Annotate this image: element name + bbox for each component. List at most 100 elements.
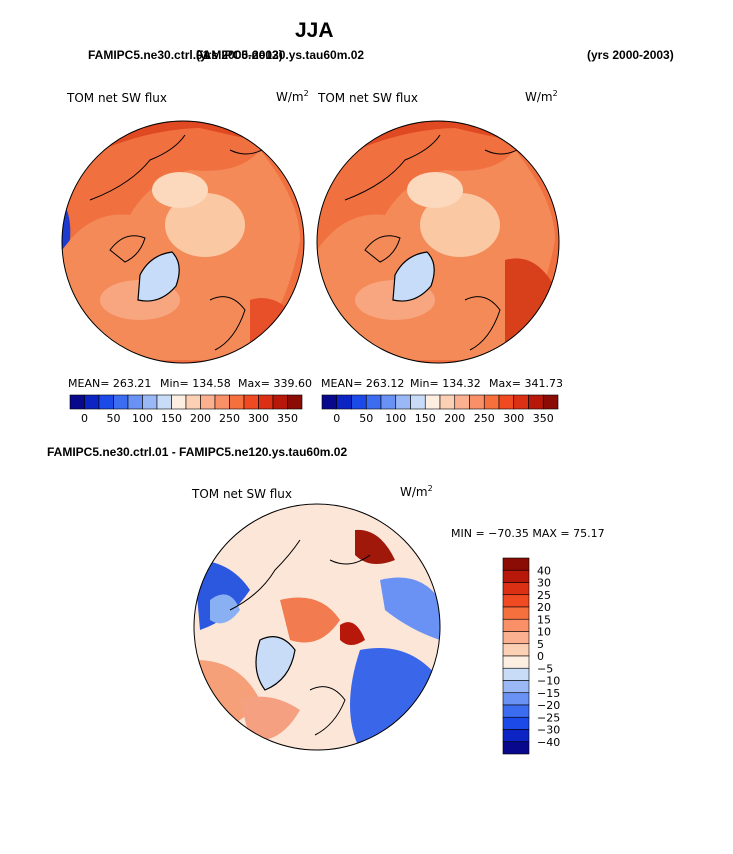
colorbar-tick-label: 350 (277, 412, 298, 425)
colorbar-swatch (469, 394, 485, 410)
top-left-run-label: FAMIPC5.ne30.ctrl.01 (88, 48, 210, 62)
diff-colorbar-swatch (502, 618, 530, 632)
colorbar-swatch (336, 394, 352, 410)
diff-colorbar-swatch (502, 557, 530, 571)
colorbar-tick-label: 0 (333, 412, 340, 425)
colorbar-swatch (171, 394, 187, 410)
diff-title-label: FAMIPC5.ne30.ctrl.01 - FAMIPC5.ne120.ys.… (47, 445, 348, 459)
diff-colorbar-tick-label: 5 (537, 638, 544, 651)
diff-colorbar-swatch (502, 729, 530, 743)
diff-colorbar-swatch (502, 716, 530, 730)
diff-colorbar-swatch (502, 631, 530, 645)
diff-colorbar-swatch (502, 582, 530, 596)
diff-colorbar-tick-label: 40 (537, 564, 551, 577)
colorbar-tick-label: 50 (359, 412, 373, 425)
right-units-label: W/m2 (525, 89, 558, 104)
right-variable-label: TOM net SW flux (318, 91, 419, 105)
colorbar-swatch (351, 394, 367, 410)
colorbar-tick-label: 100 (385, 412, 406, 425)
colorbar-swatch (69, 394, 85, 410)
top-right-run-label: FAMIPC5.ne120.ys.tau60m.02 (196, 48, 365, 62)
diff-units-label: W/m2 (400, 484, 433, 499)
top-left-years-label: (yrs 2000-2003) (196, 48, 283, 62)
colorbar-swatch (98, 394, 114, 410)
colorbar-tick-label: 300 (503, 412, 524, 425)
colorbar-swatch (483, 394, 500, 410)
diff-colorbar-tick-label: −5 (537, 662, 553, 675)
diff-variable-label: TOM net SW flux (192, 487, 293, 501)
colorbar-swatch (287, 394, 303, 410)
diff-colorbar-swatch (502, 704, 530, 718)
colorbar-tick-label: 350 (533, 412, 554, 425)
colorbar-swatch (498, 394, 515, 410)
colorbar-swatch (142, 394, 158, 410)
diff-polar-map (194, 504, 440, 750)
right-mean-stat: MEAN= 263.12 (321, 377, 405, 390)
colorbar-swatch (214, 394, 230, 410)
diff-colorbar-swatch (502, 741, 530, 755)
diff-colorbar-tick-label: −15 (537, 687, 560, 700)
diff-colorbar-tick-label: 10 (537, 626, 551, 639)
colorbar-swatch (156, 394, 172, 410)
season-title: JJA (295, 19, 334, 42)
left-colorbar: 0 50 100 150 200 250 300 350 (69, 394, 303, 425)
diff-colorbar-tick-label: 30 (537, 577, 551, 590)
colorbar-tick-label: 250 (474, 412, 495, 425)
diff-colorbar-tick-label: −25 (537, 711, 560, 724)
colorbar-swatch (365, 394, 382, 410)
diff-colorbar-tick-label: −10 (537, 675, 560, 688)
colorbar-swatch (424, 394, 441, 410)
colorbar-tick-label: 150 (161, 412, 182, 425)
colorbar-swatch (395, 394, 411, 410)
colorbar-swatch (321, 394, 338, 410)
left-polar-map (62, 121, 304, 363)
colorbar-swatch (272, 394, 288, 410)
colorbar-tick-label: 300 (248, 412, 269, 425)
diff-colorbar-tick-label: 15 (537, 613, 551, 626)
diff-stats-label: MIN = −70.35 MAX = 75.17 (451, 527, 605, 540)
colorbar-tick-label: 150 (415, 412, 436, 425)
diff-colorbar-tick-label: 25 (537, 589, 551, 602)
left-mean-stat: MEAN= 263.21 (68, 377, 152, 390)
right-colorbar: 0 50 100 150 200 250 300 350 (321, 394, 559, 425)
diff-colorbar-tick-label: −40 (537, 736, 560, 749)
colorbar-tick-label: 100 (132, 412, 153, 425)
colorbar-swatch (542, 394, 559, 410)
left-units-label: W/m2 (276, 89, 309, 104)
colorbar-swatch (528, 394, 544, 410)
colorbar-tick-label: 0 (81, 412, 88, 425)
colorbar-swatch (200, 394, 216, 410)
right-max-stat: Max= 341.73 (489, 377, 563, 390)
colorbar-swatch (84, 394, 100, 410)
diff-colorbar-swatch (502, 594, 530, 608)
left-max-stat: Max= 339.60 (238, 377, 312, 390)
diff-colorbar-swatch (502, 606, 530, 620)
colorbar-swatch (243, 394, 259, 410)
diff-colorbar-swatch (502, 569, 530, 583)
diff-colorbar-swatch (502, 655, 530, 669)
colorbar-swatch (513, 394, 529, 410)
colorbar-swatch (439, 394, 456, 410)
diff-colorbar-swatch (502, 643, 530, 657)
right-min-stat: Min= 134.32 (410, 377, 481, 390)
colorbar-swatch (127, 394, 143, 410)
colorbar-swatch (258, 394, 274, 410)
colorbar-swatch (113, 394, 129, 410)
colorbar-swatch (410, 394, 426, 410)
diff-colorbar-swatch (502, 680, 530, 694)
diff-colorbar-tick-label: −20 (537, 699, 560, 712)
colorbar-tick-label: 250 (219, 412, 240, 425)
diff-colorbar-swatch (502, 667, 530, 681)
colorbar-tick-label: 200 (190, 412, 211, 425)
top-right-years-label: (yrs 2000-2003) (587, 48, 674, 62)
colorbar-swatch (185, 394, 201, 410)
colorbar-tick-label: 50 (107, 412, 121, 425)
colorbar-swatch (454, 394, 470, 410)
left-variable-label: TOM net SW flux (67, 91, 168, 105)
colorbar-swatch (380, 394, 397, 410)
diff-colorbar-tick-label: 20 (537, 601, 551, 614)
colorbar-swatch (229, 394, 245, 410)
colorbar-tick-label: 200 (444, 412, 465, 425)
